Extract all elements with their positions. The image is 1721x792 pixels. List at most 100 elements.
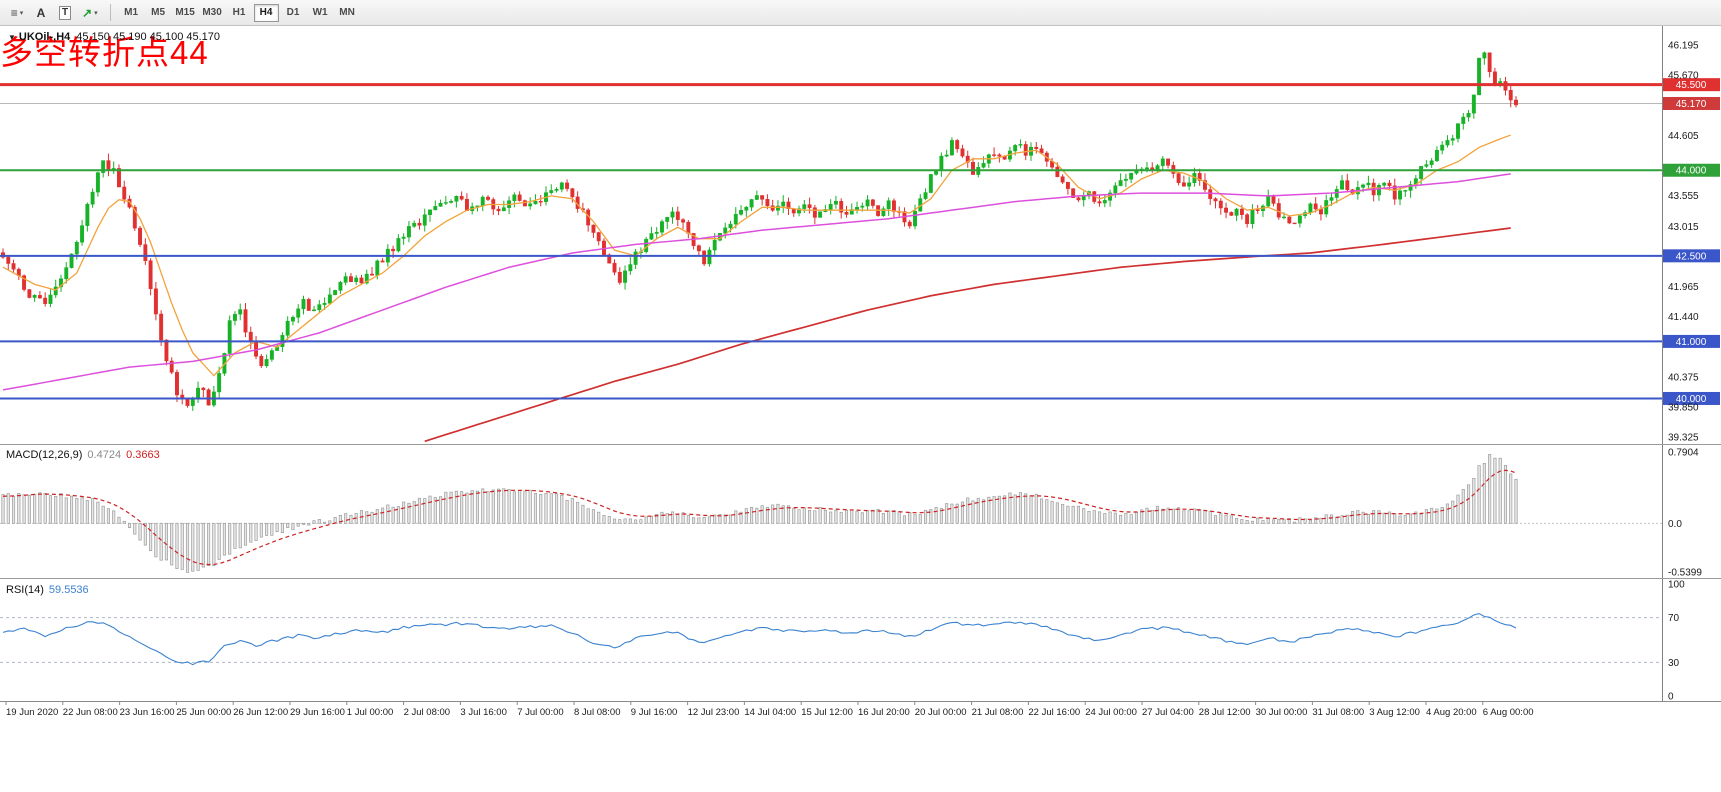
toolbar-separator xyxy=(109,4,111,21)
chart-frame xyxy=(0,26,1721,701)
time-axis-label: 21 Jul 08:00 xyxy=(972,707,1024,718)
rsi-value: 59.5536 xyxy=(48,584,89,596)
time-axis-label: 19 Jun 2020 xyxy=(6,707,58,718)
time-axis-label: 7 Jul 00:00 xyxy=(517,707,563,718)
price-axis-label: 43.015 xyxy=(1668,222,1699,233)
timeframe-D1[interactable]: D1 xyxy=(286,7,300,18)
text-label-tool-icon: T xyxy=(58,5,72,20)
price-tag-42.500 xyxy=(1663,249,1720,263)
time-axis-label: 2 Jul 08:00 xyxy=(404,707,450,718)
rsi-axis-label: 30 xyxy=(1668,658,1680,669)
price-axis-labels: 46.195 45.670 44.605 43.555 43.015 41.965 41.4… xyxy=(1668,41,1699,444)
time-axis-label: 6 Aug 00:00 xyxy=(1483,707,1534,718)
time-axis-label: 20 Jul 00:00 xyxy=(915,707,967,718)
time-axis-label: 31 Jul 08:00 xyxy=(1312,707,1364,718)
symbol-header: ▼ UKOil-,H4 45.150 45.190 45.100 45.170 xyxy=(8,31,220,43)
rsi-indicator-label: RSI(14) 59.5536 xyxy=(6,584,89,596)
macd-indicator-label: MACD(12,26,9) 0.4724 0.3663 xyxy=(6,449,160,461)
annotation-text[interactable]: 多空转折点44 xyxy=(0,34,209,71)
rsi-axis-label: 100 xyxy=(1668,580,1685,591)
svg-text:40.000: 40.000 xyxy=(1676,394,1707,405)
chart-window[interactable]: 45.500 44.000 42.500 41.000 40.000 45.170 46.1… xyxy=(0,26,1721,792)
timeframe-W1[interactable]: W1 xyxy=(312,7,328,18)
svg-text:41.000: 41.000 xyxy=(1676,337,1707,348)
time-axis-label: 22 Jul 16:00 xyxy=(1028,707,1080,718)
macd-axis-label: 0.7904 xyxy=(1668,447,1699,458)
symbol-name: UKOil-,H4 xyxy=(18,31,71,43)
time-axis-label: 8 Jul 08:00 xyxy=(574,707,620,718)
macd-signal-line xyxy=(2,469,1517,566)
svg-text:44.000: 44.000 xyxy=(1676,166,1707,177)
chart-canvas[interactable]: 45.50044.00042.50041.00040.00045.17046.1… xyxy=(0,26,1721,792)
arrow-objects-tool-icon: ↗ xyxy=(82,5,93,20)
time-axis-label: 14 Jul 04:00 xyxy=(744,707,796,718)
macd-main-value: 0.4724 xyxy=(87,449,122,461)
svg-text:45.170: 45.170 xyxy=(1676,99,1707,110)
time-axis-label: 29 Jun 16:00 xyxy=(290,707,345,718)
dropdown-caret-icon: ▾ xyxy=(19,9,24,17)
rsi-axis-labels: 100 70 30 0 xyxy=(1668,580,1685,703)
macd-histogram xyxy=(0,454,1662,573)
time-axis-label: 28 Jul 12:00 xyxy=(1199,707,1251,718)
rsi-axis-label: 70 xyxy=(1668,613,1680,624)
rsi-title: RSI(14) xyxy=(6,584,44,596)
price-tag-44.000 xyxy=(1663,163,1720,177)
timeframe-M1[interactable]: M1 xyxy=(124,7,139,18)
svg-text:45.500: 45.500 xyxy=(1676,80,1707,91)
time-axis-label: 25 Jun 00:00 xyxy=(176,707,231,718)
time-axis-label: 4 Aug 20:00 xyxy=(1426,707,1477,718)
time-axis-label: 30 Jul 00:00 xyxy=(1256,707,1308,718)
dropdown-caret-icon: ▾ xyxy=(94,9,98,17)
collapse-triangle-icon[interactable]: ▼ xyxy=(8,33,16,42)
price-tag-45.500 xyxy=(1663,78,1720,92)
price-axis-label: 45.670 xyxy=(1668,70,1699,81)
macd-axis-labels: 0.7904 0.0 -0.5399 xyxy=(1668,447,1702,578)
current-price-tag xyxy=(1663,96,1720,110)
timeframe-M30[interactable]: M30 xyxy=(202,7,222,18)
price-axis-label: 44.605 xyxy=(1668,131,1699,142)
price-axis-label: 46.195 xyxy=(1668,41,1699,52)
price-axis-label: 41.965 xyxy=(1668,282,1699,293)
price-tag-41.000 xyxy=(1663,334,1720,348)
price-axis-label: 40.375 xyxy=(1668,373,1699,384)
timeframe-M5[interactable]: M5 xyxy=(151,7,166,18)
price-scale[interactable] xyxy=(1663,26,1721,701)
price-axis-label: 39.850 xyxy=(1668,403,1699,414)
macd-axis-label: 0.0 xyxy=(1668,519,1682,530)
rsi-axis-label: 0 xyxy=(1668,692,1674,703)
timeframe-H1[interactable]: H1 xyxy=(232,7,246,18)
text-tool-icon: A xyxy=(36,5,46,20)
time-axis-label: 3 Jul 16:00 xyxy=(460,707,506,718)
price-axis-label: 39.325 xyxy=(1668,432,1699,443)
macd-signal-value: 0.3663 xyxy=(126,449,160,461)
text-label-tool[interactable]: T xyxy=(54,3,76,23)
macd-title: MACD(12,26,9) xyxy=(6,449,83,461)
time-axis-label: 16 Jul 20:00 xyxy=(858,707,910,718)
timeframe-MN[interactable]: MN xyxy=(339,7,355,18)
chart-objects-tool[interactable]: ≡ ▾ xyxy=(6,3,28,23)
ohlc-values: 45.150 45.190 45.100 45.170 xyxy=(76,31,221,43)
rsi-panel-group xyxy=(0,612,1662,666)
time-axis-label: 24 Jul 00:00 xyxy=(1085,707,1137,718)
arrow-objects-tool[interactable]: ↗ ▾ xyxy=(78,3,102,23)
time-axis-label: 26 Jun 12:00 xyxy=(233,707,288,718)
price-axis-label: 43.555 xyxy=(1668,191,1699,202)
text-tool[interactable]: A xyxy=(30,3,52,23)
time-axis-label: 9 Jul 16:00 xyxy=(631,707,677,718)
time-axis-label: 27 Jul 04:00 xyxy=(1142,707,1194,718)
time-axis-label: 12 Jul 23:00 xyxy=(688,707,740,718)
timeframe-H4[interactable]: H4 xyxy=(253,3,279,22)
chart-objects-tool-icon: ≡ xyxy=(10,5,18,20)
time-axis-label: 15 Jul 12:00 xyxy=(801,707,853,718)
horizontal-levels: 45.500 44.000 42.500 41.000 40.000 45.170 xyxy=(0,78,1720,405)
ma-slow-line xyxy=(424,227,1511,443)
toolbar: ≡ ▾ A T ↗ ▾ M1 M5 M15 M30 H1 H4 D1 W1 MN xyxy=(0,0,1721,26)
ma-mid-line xyxy=(2,173,1511,391)
timeframe-M15[interactable]: M15 xyxy=(175,7,195,18)
time-axis-labels[interactable]: 19 Jun 2020 22 Jun 08:00 23 Jun 16:00 25 Ju… xyxy=(5,701,1534,718)
time-axis-label: 22 Jun 08:00 xyxy=(63,707,118,718)
time-axis-label: 1 Jul 00:00 xyxy=(347,707,393,718)
rsi-line xyxy=(2,612,1517,666)
time-axis-label: 23 Jun 16:00 xyxy=(120,707,175,718)
